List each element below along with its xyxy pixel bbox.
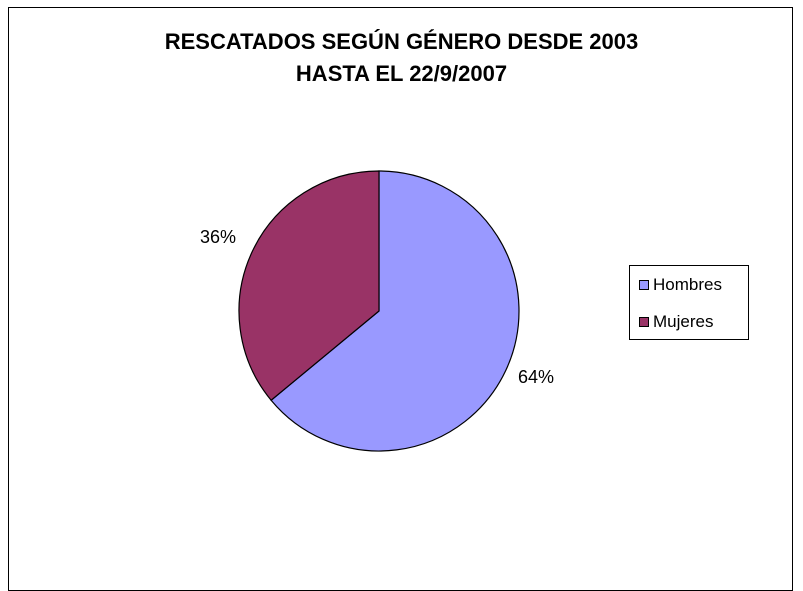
data-label-mujeres: 36% — [200, 227, 236, 247]
pie-slice-hombres — [270, 170, 520, 452]
legend-label-hombres: Hombres — [653, 275, 722, 294]
pie-slice-mujeres — [238, 170, 380, 402]
chart-title-line-1: RESCATADOS SEGÚN GÉNERO DESDE 2003 — [164, 29, 639, 54]
legend-item-mujeres: Mujeres — [639, 311, 713, 333]
legend-swatch-hombres — [639, 280, 649, 290]
legend-item-hombres: Hombres — [639, 274, 722, 296]
chart-title: RESCATADOS SEGÚN GÉNERO DESDE 2003 HASTA… — [0, 26, 803, 90]
legend-label-mujeres: Mujeres — [653, 312, 714, 331]
data-label-hombres: 64% — [518, 367, 554, 387]
legend: Hombres Mujeres — [629, 265, 749, 340]
legend-swatch-mujeres — [639, 317, 649, 327]
chart-title-line-2: HASTA EL 22/9/2007 — [295, 61, 508, 86]
